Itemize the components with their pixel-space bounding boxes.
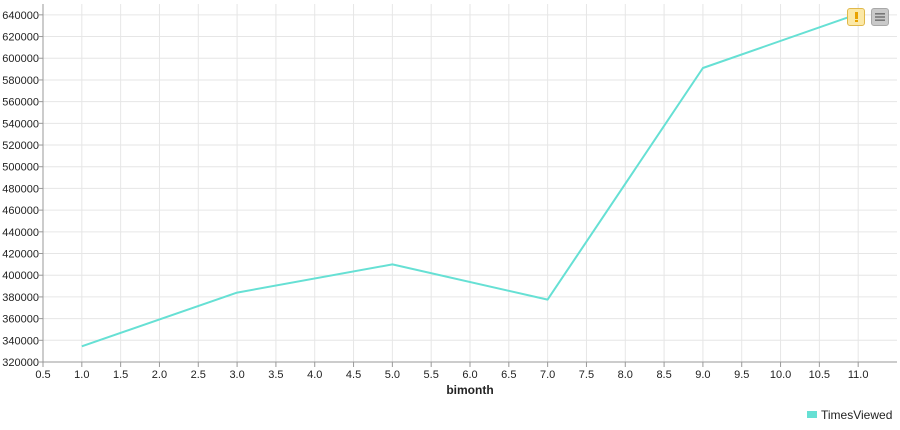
y-tick-label: 380000 [2, 292, 39, 304]
x-tick-label: 5.0 [385, 369, 400, 381]
menu-icon-line [875, 13, 885, 15]
x-tick-label: 3.0 [229, 369, 244, 381]
series [81, 12, 859, 348]
x-tick-label: 9.5 [734, 369, 749, 381]
x-tick-label: 1.0 [74, 369, 89, 381]
warning-icon [855, 12, 858, 22]
hamburger-menu-icon [875, 13, 885, 21]
x-tick-label: 1.5 [113, 369, 128, 381]
y-tick-label: 320000 [2, 357, 39, 369]
warning-icon-dot [855, 20, 858, 22]
x-tick-label: 7.5 [579, 369, 594, 381]
x-tick-label: 6.0 [462, 369, 477, 381]
x-tick-label: 2.0 [152, 369, 167, 381]
menu-icon-line [875, 16, 885, 18]
y-tick-label: 520000 [2, 140, 39, 152]
x-axis-title: bimonth [446, 383, 493, 397]
y-tick-label: 560000 [2, 97, 39, 109]
x-tick-label: 9.0 [695, 369, 710, 381]
y-tick-label: 400000 [2, 270, 39, 282]
x-tick-label: 8.0 [618, 369, 633, 381]
y-tick-label: 340000 [2, 335, 39, 347]
x-tick-label: 2.5 [191, 369, 206, 381]
x-tick-label: 11.0 [848, 369, 869, 381]
y-tick-label: 500000 [2, 162, 39, 174]
x-tick-label: 10.5 [809, 369, 830, 381]
x-tick-label: 7.0 [540, 369, 555, 381]
y-tick-label: 580000 [2, 75, 39, 87]
y-tick-label: 620000 [2, 32, 39, 44]
y-tick-label: 440000 [2, 227, 39, 239]
y-tick-label: 640000 [2, 10, 39, 22]
grid [42, 4, 897, 363]
y-tick-label: 360000 [2, 314, 39, 326]
legend-label-timesviewed: TimesViewed [821, 408, 892, 422]
legend-swatch-timesviewed [807, 411, 817, 418]
x-tick-label: 8.5 [656, 369, 671, 381]
y-tick-label: 600000 [2, 53, 39, 65]
warning-icon-bar [855, 12, 858, 19]
menu-icon-line [875, 19, 885, 21]
y-tick-label: 420000 [2, 249, 39, 261]
x-tick-label: 3.5 [268, 369, 283, 381]
x-tick-label: 5.5 [424, 369, 439, 381]
x-tick-label: 0.5 [35, 369, 50, 381]
y-axis-ticks: 320000 340000 360000 380000 400000 420000 4400… [2, 10, 43, 369]
legend[interactable]: TimesViewed [807, 408, 892, 422]
x-tick-label: 4.0 [307, 369, 322, 381]
x-axis-ticks: 0.5 1.0 1.5 2.0 2.5 3.0 3.5 4.0 4.5 5.0 5.5 6.0 6.5 7… [35, 362, 868, 381]
warning-button[interactable] [847, 8, 865, 26]
y-tick-label: 460000 [2, 205, 39, 217]
x-tick-label: 6.5 [501, 369, 516, 381]
x-tick-label: 10.0 [770, 369, 791, 381]
y-tick-label: 480000 [2, 183, 39, 195]
y-tick-label: 540000 [2, 118, 39, 130]
x-tick-label: 4.5 [346, 369, 361, 381]
menu-button[interactable] [871, 8, 889, 26]
series-line-timesviewed [81, 12, 859, 348]
